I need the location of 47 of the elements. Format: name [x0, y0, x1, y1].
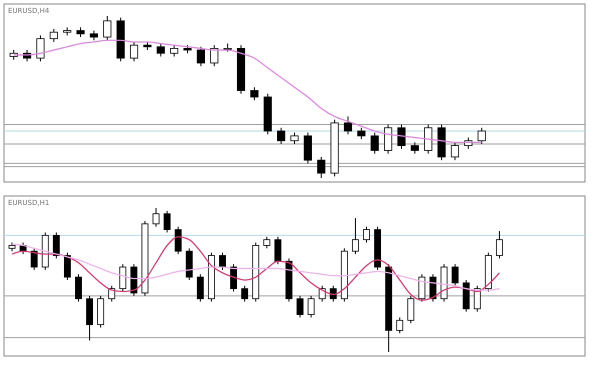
candlestick: [36, 34, 45, 62]
candlestick: [397, 124, 406, 150]
candlestick: [196, 46, 205, 67]
candlestick: [370, 132, 379, 154]
candlestick: [352, 218, 359, 255]
candlestick: [424, 124, 432, 154]
candlestick: [130, 41, 138, 62]
candlestick: [174, 226, 182, 255]
candlestick: [318, 285, 326, 302]
candlestick: [152, 208, 160, 228]
candlestick: [64, 252, 71, 280]
candlestick: [410, 142, 419, 154]
candlestick: [317, 156, 326, 178]
candlestick: [210, 44, 218, 67]
candlestick: [103, 16, 112, 41]
candlestick: [263, 236, 270, 249]
candlestick: [418, 274, 426, 302]
candlestick: [230, 264, 238, 292]
candlestick: [396, 316, 404, 334]
candlestick: [241, 285, 248, 302]
candlestick: [344, 116, 352, 135]
candlestick: [52, 232, 60, 259]
candlestick: [290, 132, 299, 144]
candlestick: [250, 86, 258, 101]
candlestick: [407, 295, 414, 324]
candlestick: [478, 127, 486, 144]
candlestick: [90, 30, 98, 41]
candlestick: [30, 248, 38, 270]
candlestick: [76, 26, 85, 38]
candlestick: [496, 230, 503, 259]
candlestick: [50, 28, 58, 42]
candlestick: [452, 264, 459, 286]
candlestick: [170, 44, 178, 57]
candlestick: [119, 264, 126, 292]
candlestick: [450, 142, 460, 161]
candlestick: [164, 210, 171, 233]
candlestick: [357, 127, 366, 140]
candlestick: [308, 295, 315, 318]
candlestick: [196, 274, 204, 302]
candlestick: [296, 295, 304, 318]
candlestick: [75, 274, 82, 302]
candlestick: [156, 43, 165, 57]
candlestick: [384, 124, 392, 154]
candlestick: [219, 252, 226, 270]
candlestick: [277, 127, 286, 144]
candlestick: [274, 236, 282, 265]
candlestick: [363, 226, 370, 244]
